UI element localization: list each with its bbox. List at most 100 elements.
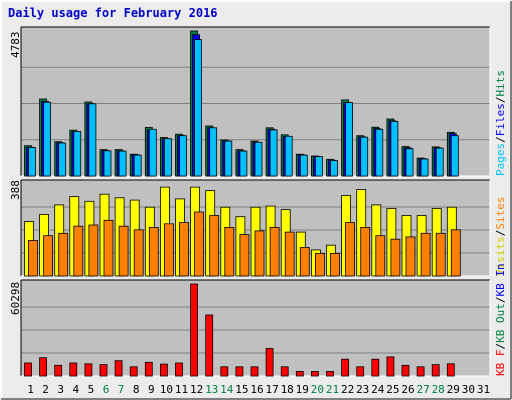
legend-part-0-1: / bbox=[494, 136, 507, 143]
bar-kb-f-day-7 bbox=[114, 360, 123, 377]
bar-kb-f-day-24 bbox=[371, 358, 380, 377]
chart-title: Daily usage for February 2016 bbox=[8, 6, 218, 20]
bar-pages-day-25 bbox=[390, 121, 399, 177]
bar-kb-f-day-28 bbox=[431, 364, 440, 377]
hits-legend: Pages/Files/Hits bbox=[494, 70, 507, 176]
legend-part-2-1: / bbox=[494, 342, 507, 350]
bar-sites-day-6 bbox=[103, 219, 114, 277]
x-tick-label-day-16: 16 bbox=[250, 383, 263, 396]
legend-part-0-2: Files bbox=[494, 103, 507, 137]
bar-pages-day-1 bbox=[28, 147, 36, 177]
x-tick-label-day-6: 6 bbox=[103, 383, 110, 396]
bar-kb-f-day-17 bbox=[265, 348, 274, 377]
bar-pages-day-15 bbox=[239, 150, 248, 177]
bar-kb-f-day-29 bbox=[446, 363, 455, 377]
legend-part-0-3: / bbox=[494, 96, 507, 104]
bar-sites-day-8 bbox=[133, 229, 144, 277]
bar-pages-day-14 bbox=[224, 140, 233, 177]
x-tick-label-day-23: 23 bbox=[356, 383, 369, 396]
bar-kb-f-day-10 bbox=[159, 363, 168, 377]
hits-ymax-label: 4783 bbox=[9, 31, 22, 59]
bar-sites-day-4 bbox=[73, 225, 84, 277]
bar-sites-day-20 bbox=[314, 253, 325, 277]
legend-part-0-4: Hits bbox=[494, 70, 507, 97]
bar-pages-day-3 bbox=[58, 142, 67, 177]
bar-pages-day-28 bbox=[435, 147, 444, 177]
bar-pages-day-6 bbox=[103, 150, 112, 177]
bar-kb-f-day-22 bbox=[341, 358, 350, 377]
bar-sites-day-13 bbox=[209, 215, 220, 277]
bar-sites-day-2 bbox=[43, 235, 53, 277]
bar-sites-day-16 bbox=[254, 230, 265, 277]
x-tick-label-day-20: 20 bbox=[311, 383, 324, 396]
x-tick-label-day-30: 30 bbox=[462, 383, 475, 396]
bar-pages-day-12 bbox=[194, 39, 203, 177]
bar-sites-day-19 bbox=[299, 247, 310, 277]
x-tick-label-day-25: 25 bbox=[386, 383, 399, 396]
bar-pages-day-24 bbox=[375, 128, 384, 177]
bar-kb-f-day-6 bbox=[99, 364, 108, 377]
bar-pages-day-7 bbox=[118, 150, 127, 177]
bar-pages-day-19 bbox=[299, 154, 308, 177]
bar-pages-day-23 bbox=[360, 136, 369, 177]
x-tick-label-day-13: 13 bbox=[205, 383, 218, 396]
bar-sites-day-1 bbox=[28, 239, 38, 277]
bar-pages-day-2 bbox=[43, 101, 51, 177]
bar-kb-f-day-8 bbox=[129, 366, 138, 377]
x-tick-label-day-8: 8 bbox=[133, 383, 140, 396]
bar-pages-day-27 bbox=[420, 158, 429, 177]
bar-sites-day-25 bbox=[390, 238, 401, 277]
bar-sites-day-12 bbox=[194, 211, 205, 277]
bar-pages-day-29 bbox=[450, 135, 459, 177]
bar-kb-f-day-2 bbox=[39, 357, 47, 377]
bar-sites-day-10 bbox=[163, 223, 174, 277]
x-tick-label-day-5: 5 bbox=[88, 383, 95, 396]
bar-sites-day-29 bbox=[450, 229, 461, 277]
x-tick-label-day-18: 18 bbox=[281, 383, 294, 396]
legend-part-1-2: Sites bbox=[494, 196, 507, 230]
bar-kb-f-day-4 bbox=[69, 362, 78, 377]
x-tick-label-day-31: 31 bbox=[477, 383, 490, 396]
x-tick-label-day-21: 21 bbox=[326, 383, 339, 396]
x-tick-label-day-24: 24 bbox=[371, 383, 385, 396]
x-tick-label-day-11: 11 bbox=[175, 383, 188, 396]
bar-kb-f-day-21 bbox=[326, 370, 334, 377]
panel-kbytes bbox=[21, 280, 490, 376]
bar-kb-f-day-11 bbox=[175, 362, 183, 377]
legend-part-1-1: / bbox=[494, 229, 507, 237]
x-tick-label-day-27: 27 bbox=[416, 383, 429, 396]
x-tick-label-day-1: 1 bbox=[27, 383, 34, 396]
legend-part-2-4: KB In bbox=[494, 263, 507, 297]
bar-sites-day-5 bbox=[88, 224, 99, 277]
x-tick-label-day-2: 2 bbox=[42, 383, 49, 396]
bar-sites-day-17 bbox=[269, 226, 280, 277]
bar-sites-day-3 bbox=[58, 232, 69, 277]
bar-sites-day-21 bbox=[330, 253, 340, 277]
x-tick-label-day-17: 17 bbox=[265, 383, 278, 396]
bar-sites-day-22 bbox=[345, 222, 356, 277]
x-tick-label-day-15: 15 bbox=[235, 383, 248, 396]
x-tick-label-day-3: 3 bbox=[57, 383, 64, 396]
bar-sites-day-9 bbox=[148, 226, 159, 277]
x-tick-label-day-28: 28 bbox=[432, 383, 445, 396]
bar-kb-f-day-20 bbox=[310, 370, 319, 377]
legend-part-2-2: KB Out bbox=[494, 303, 507, 343]
x-tick-label-day-9: 9 bbox=[148, 383, 155, 396]
bar-pages-day-8 bbox=[133, 154, 142, 177]
bar-kb-f-day-3 bbox=[54, 364, 63, 377]
bar-pages-day-20 bbox=[314, 156, 323, 177]
bar-pages-day-21 bbox=[330, 160, 338, 177]
bar-sites-day-15 bbox=[239, 234, 250, 277]
bar-pages-day-16 bbox=[254, 141, 263, 177]
bar-sites-day-24 bbox=[375, 235, 386, 277]
bar-pages-day-10 bbox=[163, 138, 172, 177]
bar-pages-day-18 bbox=[284, 135, 293, 177]
x-tick-label-day-22: 22 bbox=[341, 383, 354, 396]
bar-sites-day-23 bbox=[360, 226, 371, 277]
bar-kb-f-day-9 bbox=[144, 361, 153, 377]
bar-pages-day-17 bbox=[269, 129, 278, 177]
legend-part-2-0: KB F bbox=[494, 349, 507, 377]
x-tick-label-day-4: 4 bbox=[72, 383, 79, 396]
